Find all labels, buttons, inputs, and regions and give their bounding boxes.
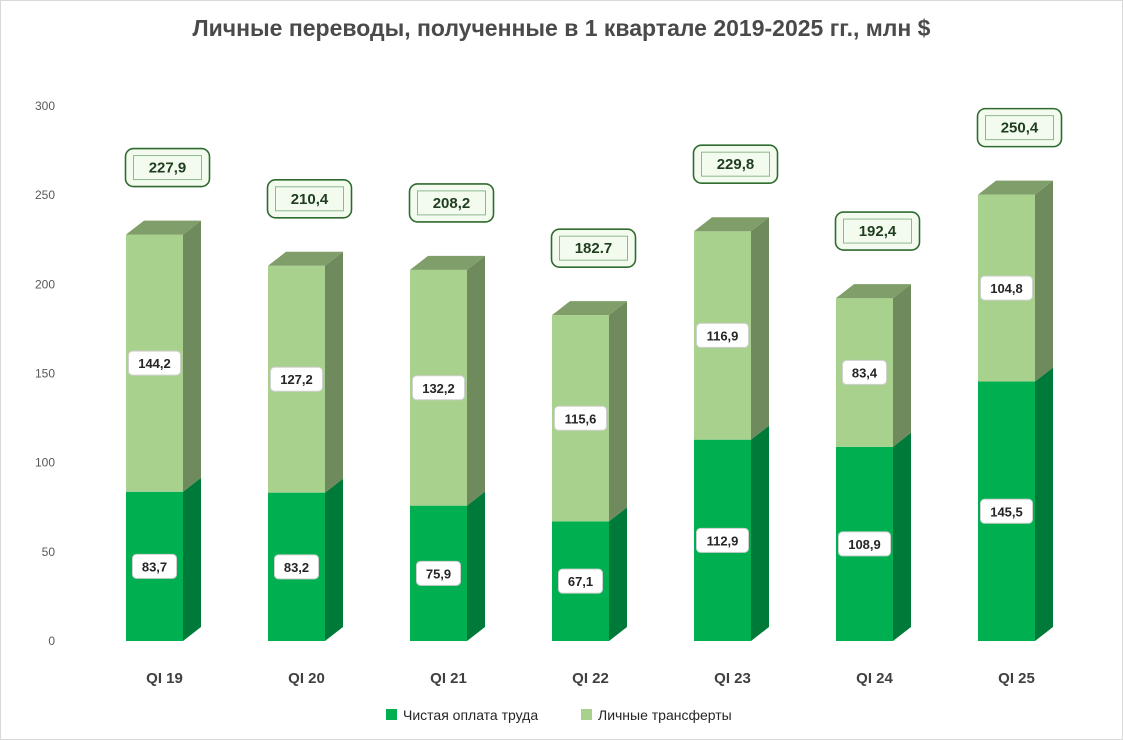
total-label-inner <box>985 115 1054 141</box>
bar-top-face <box>268 251 343 266</box>
data-label: 145,5 <box>990 504 1023 519</box>
total-label-inner <box>559 235 628 261</box>
total-label-box <box>124 147 211 188</box>
category-label: QI 22 <box>572 670 609 687</box>
data-label-box <box>412 375 465 401</box>
chart-title: Личные переводы, полученные в 1 квартале… <box>192 15 931 41</box>
total-label-inner <box>133 155 202 181</box>
data-label-box <box>980 498 1033 524</box>
total-label: 208,2 <box>433 195 471 212</box>
category-label: QI 21 <box>430 670 467 687</box>
total-label-box <box>266 178 353 219</box>
total-label: 182.7 <box>575 240 613 257</box>
total-label-box <box>976 107 1063 148</box>
total-label: 210,4 <box>291 191 329 208</box>
total-label-box <box>408 183 495 223</box>
data-label-box <box>842 359 887 385</box>
data-label: 83,4 <box>852 365 878 380</box>
bar-stack: 75,9 132,2 208,2 <box>408 183 495 641</box>
bar-stack: 83,2 127,2 210,4 <box>266 178 353 641</box>
data-label: 108,9 <box>848 537 881 552</box>
category-label: QI 24 <box>856 670 893 687</box>
data-label-box <box>270 366 323 392</box>
bar-stack: 112,9 116,9 229,8 <box>692 144 779 641</box>
data-label: 115,6 <box>565 411 597 426</box>
total-label-box <box>550 228 637 268</box>
legend-label: Личные трансферты <box>598 707 732 723</box>
bar-side-segment <box>609 507 627 641</box>
y-tick-label: 100 <box>35 456 55 470</box>
bar-side-segment <box>467 491 485 641</box>
data-label: 132,2 <box>422 381 455 396</box>
total-label-box <box>834 211 921 251</box>
category-label: QI 23 <box>714 670 751 687</box>
data-label-box <box>558 568 603 594</box>
data-label: 83,2 <box>284 560 309 575</box>
bar-side-segment <box>751 217 769 440</box>
data-label-box <box>554 405 607 431</box>
bar-side-segment <box>183 477 201 641</box>
category-label: QI 20 <box>288 670 325 687</box>
legend-swatch <box>386 709 397 720</box>
data-label: 112,9 <box>707 533 739 548</box>
total-label-box <box>692 144 779 184</box>
bar-side-segment <box>1035 367 1053 641</box>
legend-label: Чистая оплата труда <box>403 707 538 723</box>
bar-side-segment <box>893 284 911 447</box>
bar-side-segment <box>1035 180 1053 382</box>
bar-stack: 145,5 104,8 250,4 <box>976 107 1063 641</box>
bar-top-face <box>978 180 1053 195</box>
bar-stack: 83,7 144,2 227,9 <box>124 147 211 641</box>
y-tick-label: 200 <box>35 277 55 291</box>
y-tick-label: 250 <box>35 188 55 202</box>
data-label-box <box>416 560 461 586</box>
total-label-inner <box>701 151 770 177</box>
bar-stack: 67,1 115,6 182.7 <box>550 228 637 641</box>
category-label: QI 25 <box>998 670 1035 687</box>
data-label: 67,1 <box>568 574 593 589</box>
y-tick-label: 300 <box>35 99 55 113</box>
y-tick-label: 0 <box>48 634 55 648</box>
bar-top-face <box>836 284 911 299</box>
bar-top-face <box>552 301 627 316</box>
category-label: QI 19 <box>146 670 183 687</box>
bar-top-face <box>126 220 201 235</box>
legend-swatch <box>581 709 592 720</box>
bar-top-face <box>694 217 769 232</box>
data-label: 127,2 <box>280 372 313 387</box>
data-label: 83,7 <box>142 559 167 574</box>
bar-side-segment <box>609 301 627 522</box>
bar-side-segment <box>325 478 343 641</box>
data-label-box <box>838 531 891 557</box>
bar-side-segment <box>467 255 485 506</box>
data-label-box <box>128 350 181 376</box>
y-tick-label: 50 <box>42 545 56 559</box>
data-label-box <box>980 275 1033 301</box>
data-label: 104,8 <box>990 281 1023 296</box>
bar-side-segment <box>325 251 343 493</box>
bar-side-segment <box>751 425 769 641</box>
data-label: 116,9 <box>707 328 739 343</box>
total-label: 250,4 <box>1001 120 1039 137</box>
total-label: 227,9 <box>149 160 187 177</box>
bar-stack: 108,9 83,4 192,4 <box>834 211 921 641</box>
data-label: 144,2 <box>138 356 171 371</box>
bar-top-face <box>410 255 485 270</box>
bar-side-segment <box>893 432 911 641</box>
data-label-box <box>696 527 749 553</box>
total-label-inner <box>275 186 344 212</box>
data-label-box <box>696 322 749 348</box>
total-label: 229,8 <box>717 156 755 173</box>
bar-side-segment <box>183 220 201 492</box>
total-label: 192,4 <box>859 223 897 240</box>
total-label-inner <box>843 218 912 244</box>
legend: Чистая оплата труда Личные трансферты <box>386 707 732 723</box>
data-label: 75,9 <box>426 566 451 581</box>
y-tick-label: 150 <box>35 367 55 381</box>
data-label-box <box>132 553 177 579</box>
total-label-inner <box>417 190 486 216</box>
data-label-box <box>274 554 319 580</box>
